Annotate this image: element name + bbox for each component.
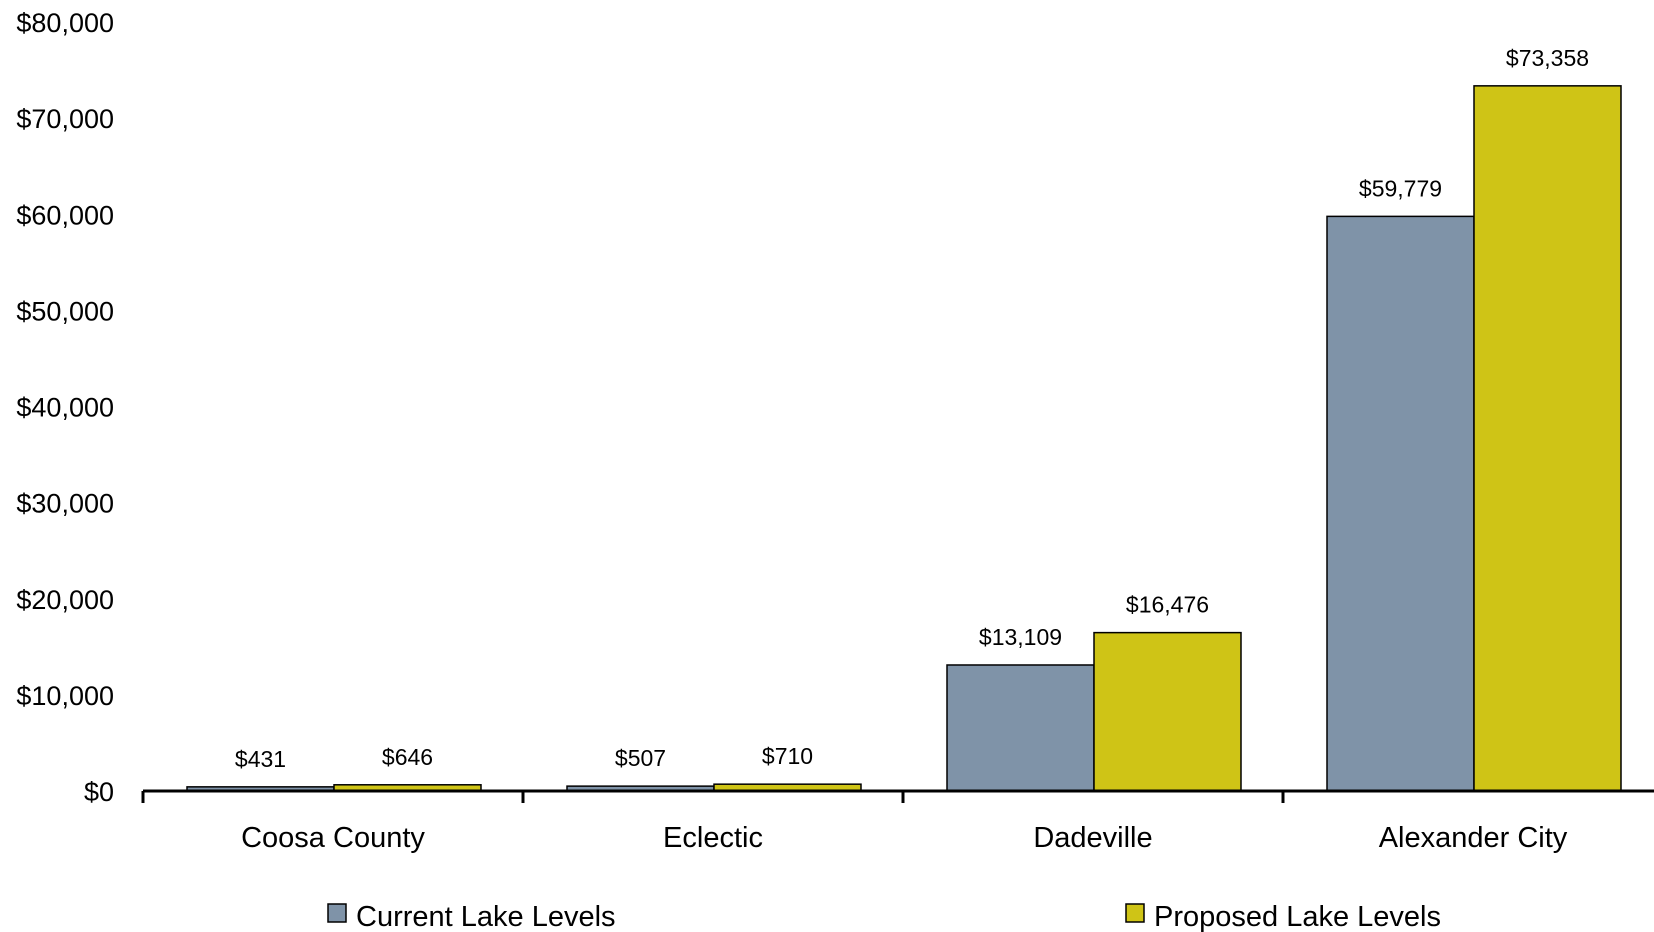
x-category-label: Dadeville (1033, 822, 1152, 854)
legend: Current Lake Levels Proposed Lake Levels (327, 901, 1441, 932)
y-tick-label: $50,000 (16, 296, 114, 326)
bar-data-label: $73,358 (1506, 45, 1589, 71)
y-tick-label: $60,000 (16, 200, 114, 230)
x-category-label: Eclectic (663, 822, 763, 854)
bar-proposed-alexander-city (1473, 85, 1622, 792)
bar-proposed-dadeville (1093, 631, 1242, 792)
y-tick-label: $10,000 (16, 681, 114, 711)
x-category-label: Coosa County (241, 822, 425, 854)
bars (186, 85, 1622, 792)
y-tick-label: $70,000 (16, 104, 114, 134)
bar-data-label: $16,476 (1126, 592, 1209, 618)
bar-data-label: $13,109 (979, 624, 1062, 650)
bar-data-label: $59,779 (1359, 175, 1442, 201)
legend-swatch (1125, 903, 1145, 923)
y-tick-label: $80,000 (16, 8, 114, 38)
y-tick-label: $30,000 (16, 489, 114, 519)
legend-label: Current Lake Levels (356, 901, 616, 932)
y-tick-label: $20,000 (16, 585, 114, 615)
bar-current-alexander-city (1326, 215, 1475, 792)
y-tick-label: $0 (84, 777, 114, 807)
bar-current-dadeville (946, 664, 1095, 792)
bar-data-label: $646 (382, 744, 433, 770)
bar-data-labels: $431 $646 $507 $710 $13,109 $16,476 $59,779 $73… (235, 45, 1589, 772)
y-axis-tick-labels: $0 $10,000 $20,000 $30,000 $40,000 $50,000 $60… (16, 8, 114, 807)
legend-label: Proposed Lake Levels (1154, 901, 1441, 932)
bar-data-label: $710 (762, 743, 813, 769)
bar-data-label: $507 (615, 745, 666, 771)
x-axis-category-labels: Coosa County Eclectic Dadeville Alexander C… (241, 822, 1568, 854)
y-tick-label: $40,000 (16, 393, 114, 423)
legend-swatch (327, 903, 347, 923)
x-category-label: Alexander City (1379, 822, 1568, 854)
bar-data-label: $431 (235, 746, 286, 772)
x-axis (141, 789, 1654, 803)
